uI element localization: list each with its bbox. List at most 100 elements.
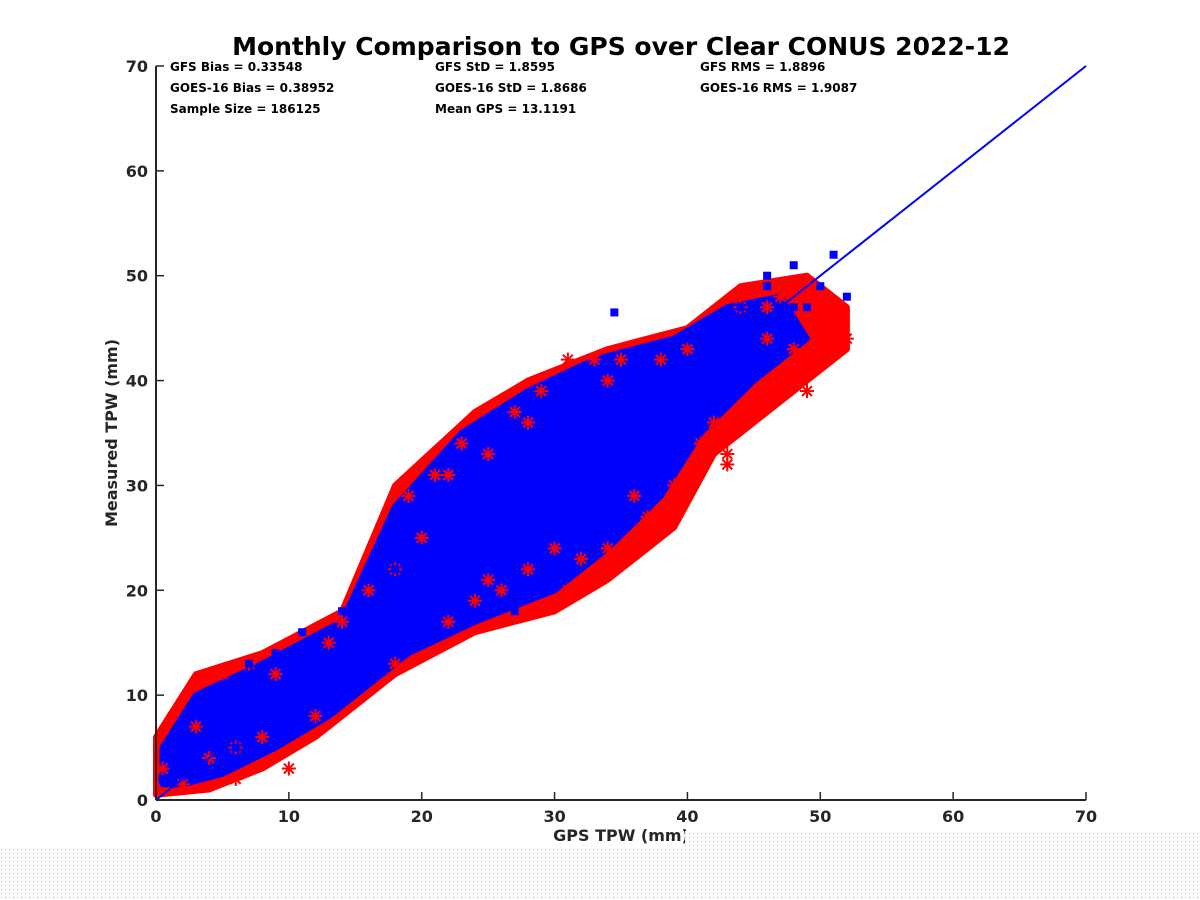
- y-tick-label: 40: [126, 372, 148, 391]
- gfs-point: [547, 541, 562, 556]
- goes16-point: [829, 250, 838, 259]
- goes16-point: [431, 596, 439, 605]
- goes16-point: [577, 387, 586, 396]
- goes16-point: [444, 512, 453, 521]
- gfs-point: [839, 331, 854, 346]
- gfs-point: [800, 384, 814, 399]
- goes16-point: [404, 607, 413, 616]
- gfs-point: [481, 572, 496, 587]
- y-tick-label: 10: [126, 686, 148, 705]
- gfs-point: [507, 405, 522, 420]
- y-tick-label: 60: [126, 162, 148, 181]
- y-tick-label: 20: [126, 581, 148, 600]
- goes16-point: [377, 638, 386, 647]
- gfs-point: [188, 719, 203, 734]
- gfs-point: [494, 583, 509, 598]
- goes16-point: [178, 733, 187, 742]
- stat-mean-gps: Mean GPS = 13.1191: [435, 102, 576, 116]
- gfs-point: [521, 562, 535, 577]
- goes16-point: [484, 565, 493, 574]
- goes16-point: [205, 722, 214, 731]
- goes16-point: [763, 271, 772, 280]
- goes16-point: [284, 733, 293, 742]
- gfs-point: [228, 772, 243, 787]
- gfs-point: [481, 446, 496, 461]
- gfs-point: [560, 352, 575, 367]
- gfs-point: [268, 667, 283, 682]
- gfs-point: [826, 300, 841, 315]
- goes16-point: [457, 575, 466, 584]
- gfs-point: [388, 656, 403, 671]
- goes16-point: [617, 449, 625, 458]
- goes16-point: [670, 397, 679, 406]
- gfs-point: [560, 583, 575, 598]
- gfs-point: [361, 583, 376, 598]
- goes16-point: [749, 334, 758, 343]
- stat-goes16-std: GOES-16 StD = 1.8686: [435, 81, 587, 95]
- goes16-point: [524, 439, 532, 448]
- x-tick-label: 10: [278, 807, 300, 826]
- gfs-point: [467, 593, 482, 608]
- goes16-point: [842, 292, 851, 301]
- goes16-point: [590, 481, 599, 490]
- gfs-point: [693, 436, 708, 451]
- goes16-point: [603, 366, 612, 375]
- goes16-point: [218, 680, 227, 689]
- gfs-point: [441, 467, 456, 482]
- x-ticks: 0 10 20 30 40 50 60 70: [150, 792, 1097, 826]
- gfs-point: [587, 352, 602, 367]
- goes16-point: [643, 429, 652, 437]
- goes16-point: [470, 491, 479, 500]
- goes16-point: [311, 680, 320, 689]
- gfs-point: [335, 614, 349, 629]
- goes16-point: [816, 282, 825, 291]
- gfs-point: [308, 709, 323, 724]
- x-axis-label: GPS TPW (mm): [553, 826, 689, 845]
- goes16-point: [324, 670, 333, 679]
- gfs-point: [680, 342, 695, 357]
- gfs-point: [574, 551, 589, 566]
- gfs-point: [640, 530, 655, 545]
- y-ticks: 0 10 20 30 40 50 60 70: [126, 57, 164, 810]
- gfs-point: [720, 457, 735, 472]
- x-tick-label: 0: [150, 807, 161, 826]
- goes16-point: [683, 334, 692, 343]
- stat-sample-size: Sample Size = 186125: [170, 102, 321, 116]
- goes16-point: [338, 607, 346, 616]
- goes16-point: [763, 282, 772, 291]
- goes16-point: [723, 355, 732, 364]
- gfs-point: [773, 289, 788, 304]
- gfs-point: [428, 467, 442, 482]
- goes16-point: [364, 575, 373, 584]
- y-tick-label: 0: [137, 791, 148, 810]
- goes16-point: [789, 261, 798, 270]
- goes16-point: [191, 701, 200, 710]
- gfs-point: [786, 342, 801, 357]
- x-tick-label: 70: [1075, 807, 1097, 826]
- gfs-point: [441, 614, 456, 629]
- gfs-point: [640, 509, 655, 524]
- stat-gfs-rms: GFS RMS = 1.8896: [700, 60, 825, 74]
- gfs-point: [281, 761, 296, 776]
- goes16-point: [497, 470, 506, 479]
- y-axis-label: Measured TPW (mm): [102, 339, 121, 527]
- gfs-point: [627, 488, 642, 503]
- goes16-point: [510, 607, 519, 616]
- goes16-point: [550, 533, 559, 542]
- gfs-point: [215, 667, 230, 682]
- goes16-point: [710, 345, 718, 354]
- goes16-point: [351, 649, 360, 658]
- scatter-markers: [155, 250, 854, 792]
- goes16-point: [231, 743, 240, 752]
- stat-gfs-bias: GFS Bias = 0.33548: [170, 60, 302, 74]
- goes16-point: [510, 544, 519, 553]
- gfs-point: [521, 415, 535, 430]
- one-to-one-line: [155, 65, 1087, 801]
- gfs-point: [813, 321, 828, 336]
- stat-gfs-std: GFS StD = 1.8595: [435, 60, 555, 74]
- gfs-point: [255, 730, 270, 745]
- chart-title: Monthly Comparison to GPS over Clear CON…: [232, 32, 1010, 61]
- goes16-point: [271, 649, 280, 658]
- gfs-point: [534, 384, 549, 399]
